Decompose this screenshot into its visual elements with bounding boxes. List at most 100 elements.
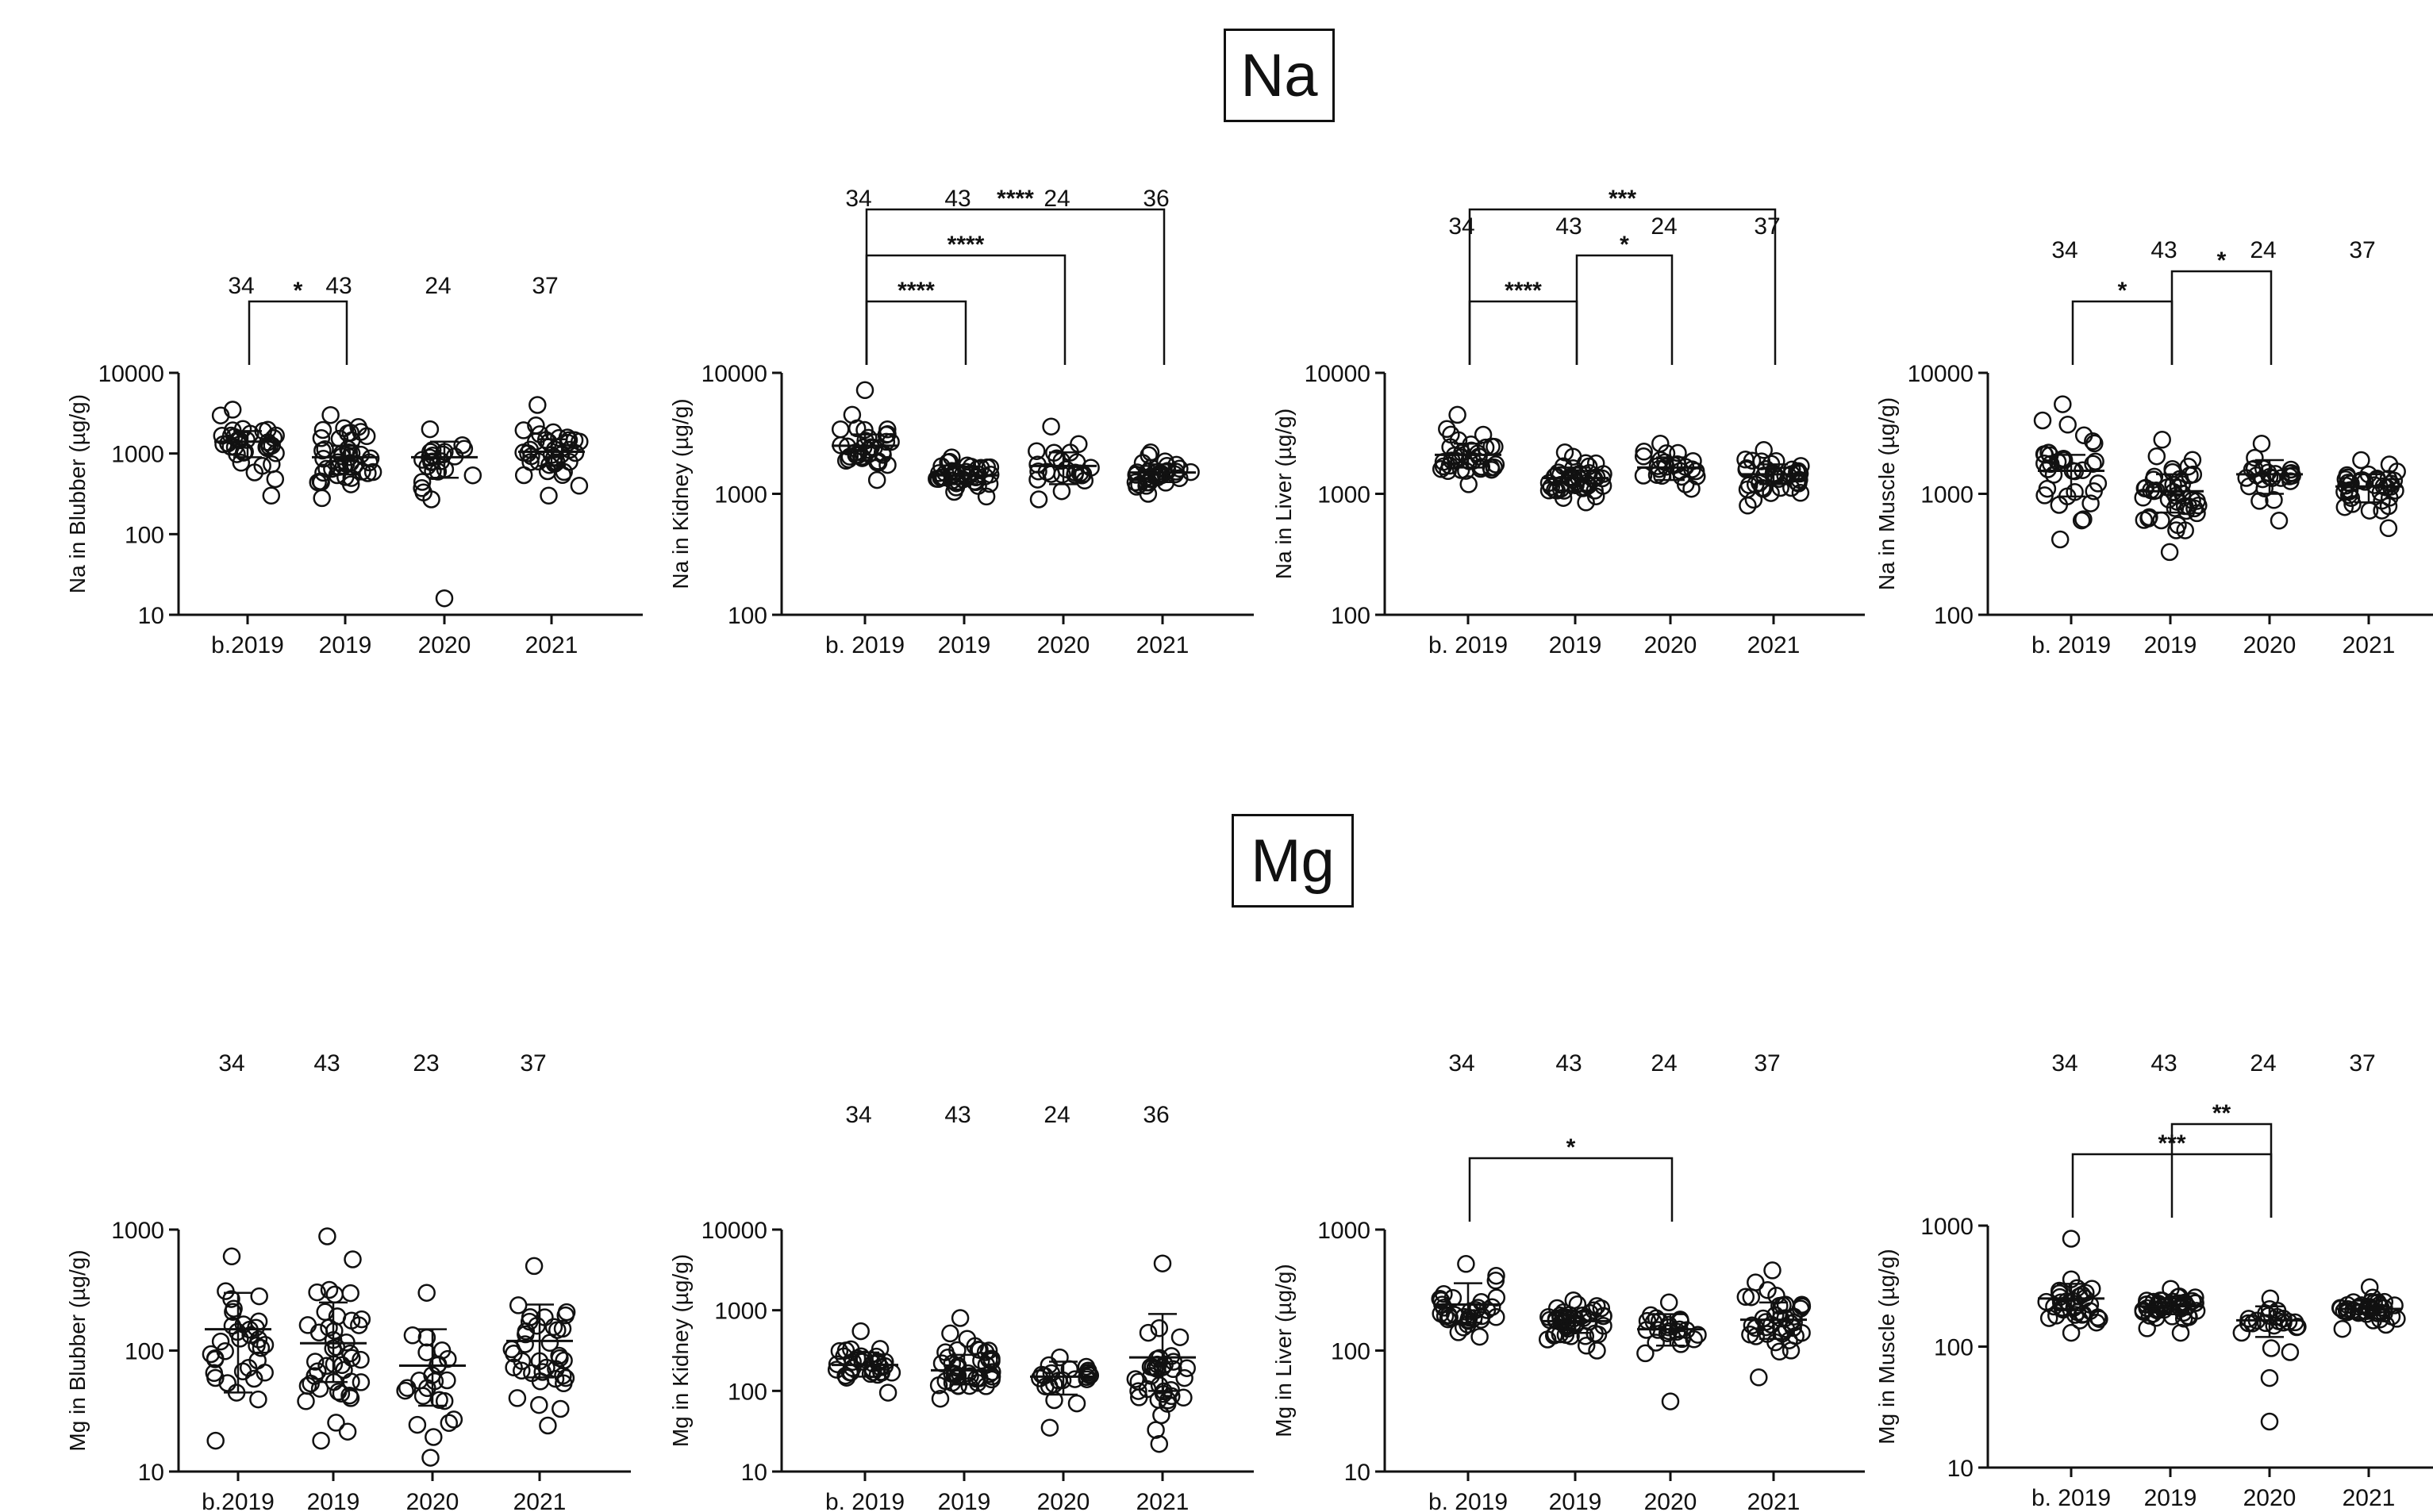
data-point: [250, 1287, 268, 1306]
data-point: [320, 1318, 338, 1337]
data-point: [202, 1345, 221, 1364]
significance-bracket: [865, 300, 967, 365]
data-point: [2173, 484, 2192, 503]
data-point: [968, 1374, 987, 1392]
data-point: [1471, 459, 1490, 478]
significance-label: ***: [1609, 186, 1636, 212]
data-point: [936, 1343, 955, 1361]
data-point: [363, 462, 382, 482]
data-point: [1742, 1288, 1761, 1307]
data-point: [312, 1431, 330, 1450]
data-point: [440, 1414, 459, 1433]
data-point: [2058, 416, 2077, 434]
data-point: [1079, 1365, 1097, 1384]
data-point: [928, 470, 946, 488]
data-point: [1158, 457, 1176, 475]
data-point: [314, 463, 332, 482]
data-point: [413, 479, 431, 497]
data-point: [318, 1227, 336, 1245]
data-point: [1170, 1328, 1190, 1346]
data-point: [297, 1392, 315, 1410]
data-point-outlier: [1153, 1254, 1172, 1272]
data-point: [2186, 1294, 2204, 1312]
y-axis-label: Na in Blubber (µg/g): [65, 394, 90, 593]
y-axis-label: Mg in Liver (µg/g): [1271, 1264, 1296, 1437]
data-point: [266, 470, 285, 489]
data-point: [530, 1395, 548, 1414]
data-point: [2333, 1319, 2352, 1338]
data-point: [1743, 1316, 1762, 1335]
data-point: [1042, 417, 1060, 436]
data-point: [1175, 1368, 1193, 1387]
sample-size-label: 34: [845, 1102, 871, 1128]
data-point: [1744, 490, 1763, 509]
data-point: [444, 1410, 463, 1429]
sample-size-label: 34: [845, 186, 871, 212]
y-tick-label: 10: [138, 1460, 164, 1486]
x-tick-label: 2020: [1037, 632, 1090, 658]
data-point: [323, 459, 341, 478]
significance-label: ****: [1505, 278, 1542, 304]
data-point: [508, 1389, 527, 1407]
data-point: [302, 1374, 320, 1393]
data-point: [338, 1422, 357, 1441]
sample-size-label: 34: [2051, 1050, 2077, 1076]
x-tick-label: 2020: [2243, 1485, 2297, 1511]
data-point: [1150, 1434, 1169, 1453]
sample-size-label: 34: [2051, 237, 2077, 263]
x-tick-label: b.2019: [202, 1489, 275, 1512]
x-tick-label: b. 2019: [825, 632, 905, 658]
data-point: [519, 444, 537, 462]
data-point: [1767, 1287, 1785, 1305]
data-point: [2256, 1314, 2275, 1333]
x-tick-label: 2020: [406, 1489, 459, 1512]
y-axis-label: Na in Muscle (µg/g): [1874, 397, 1899, 590]
data-point: [536, 1308, 554, 1326]
data-point: [1457, 1255, 1475, 1273]
data-point: [522, 447, 540, 466]
data-point: [2081, 494, 2100, 512]
data-point: [249, 1390, 267, 1409]
data-point: [948, 1341, 967, 1360]
data-point: [551, 1349, 569, 1368]
data-point: [513, 1361, 531, 1380]
data-point: [871, 1340, 890, 1358]
data-point: [521, 453, 540, 471]
data-point: [878, 425, 897, 443]
data-point: [1672, 467, 1691, 486]
x-tick-label: b. 2019: [825, 1489, 905, 1512]
data-point-outlier: [855, 381, 874, 400]
y-tick-label: 1000: [714, 482, 767, 508]
data-point: [1449, 431, 1468, 450]
data-point: [2170, 1287, 2189, 1306]
data-point: [320, 1280, 339, 1299]
data-point: [248, 1336, 266, 1355]
sample-size-label: 37: [2349, 237, 2375, 263]
data-point: [1082, 459, 1100, 477]
data-point: [1067, 1394, 1086, 1413]
data-point: [214, 435, 233, 454]
data-point: [252, 1339, 271, 1357]
significance-bracket: [1468, 208, 1777, 365]
data-point: [2087, 1313, 2106, 1332]
data-point: [421, 1449, 440, 1467]
sample-size-label: 24: [1651, 1050, 1677, 1076]
data-point: [2086, 452, 2104, 470]
data-point: [438, 1371, 456, 1390]
data-point: [2147, 447, 2166, 466]
data-point: [421, 420, 440, 439]
sample-size-label: 43: [313, 1050, 340, 1076]
x-tick-label: 2021: [1136, 1489, 1190, 1512]
data-point: [206, 1431, 225, 1450]
x-tick-label: 2021: [2343, 632, 2396, 658]
data-point: [2281, 1343, 2300, 1361]
significance-bracket: [865, 208, 1166, 365]
data-point: [2335, 482, 2354, 501]
sample-size-label: 24: [1651, 213, 1677, 240]
data-point: [2163, 460, 2181, 478]
data-point: [831, 420, 850, 439]
data-point: [206, 1350, 225, 1368]
data-point: [1762, 1315, 1781, 1334]
data-point: [298, 1376, 317, 1395]
data-point: [310, 1380, 329, 1398]
